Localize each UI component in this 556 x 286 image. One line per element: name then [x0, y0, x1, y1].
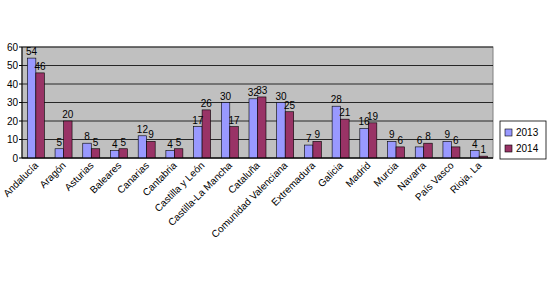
bar — [221, 103, 230, 159]
bar — [83, 143, 92, 158]
data-label: 25 — [284, 100, 296, 111]
bar — [36, 73, 45, 158]
bar — [194, 127, 203, 158]
bar — [341, 119, 350, 158]
data-label: 46 — [35, 61, 47, 72]
grid-line — [22, 158, 493, 159]
legend-swatch — [505, 129, 512, 136]
legend-swatch — [505, 145, 512, 152]
bar — [443, 141, 452, 158]
y-tick-label: 20 — [7, 116, 19, 127]
bar — [27, 58, 36, 158]
bar — [424, 143, 433, 158]
data-label: 17 — [228, 115, 240, 126]
data-label: 54 — [26, 46, 38, 57]
legend-box — [500, 121, 546, 159]
bar — [471, 151, 480, 158]
data-label: 6 — [417, 135, 423, 146]
data-label: 33 — [256, 85, 268, 96]
y-tick-label: 10 — [7, 134, 19, 145]
x-tick-label: Andalucía — [1, 159, 41, 199]
data-label: 12 — [137, 124, 149, 135]
y-tick-label: 40 — [7, 79, 19, 90]
data-label: 1 — [481, 144, 487, 155]
data-label: 9 — [148, 129, 154, 140]
data-label: 5 — [120, 137, 126, 148]
bar — [119, 149, 128, 158]
y-tick-label: 30 — [7, 97, 19, 108]
bar — [147, 141, 156, 158]
bar — [388, 141, 397, 158]
chart-svg: 0102030405060545841241730323072816969446… — [0, 0, 556, 286]
data-label: 9 — [444, 129, 450, 140]
bar — [304, 145, 313, 158]
bar — [249, 99, 258, 158]
bar — [277, 103, 286, 159]
bar — [91, 149, 100, 158]
bar — [396, 147, 405, 158]
data-label: 5 — [57, 137, 63, 148]
x-axis — [22, 158, 493, 159]
x-tick-label: Rioja, La — [448, 159, 484, 195]
bar — [166, 151, 175, 158]
plot-area — [22, 47, 493, 158]
bar — [285, 112, 294, 158]
data-label: 4 — [112, 139, 118, 150]
bar — [55, 149, 64, 158]
y-tick-label: 0 — [12, 153, 18, 164]
y-tick-label: 60 — [7, 42, 19, 53]
data-label: 19 — [367, 111, 379, 122]
bars — [27, 58, 487, 158]
data-label: 4 — [472, 139, 478, 150]
data-label: 26 — [201, 98, 213, 109]
y-axis — [22, 47, 23, 158]
data-label: 8 — [425, 131, 431, 142]
bar — [415, 147, 424, 158]
grid-line — [22, 65, 493, 66]
data-label: 5 — [176, 137, 182, 148]
bar — [110, 151, 119, 158]
legend-label: 2013 — [516, 127, 539, 138]
data-label: 28 — [331, 94, 343, 105]
x-tick-label: Extremadura — [269, 159, 318, 208]
data-label: 7 — [306, 133, 312, 144]
x-tick-label: Madrid — [343, 160, 372, 189]
x-tick-label: País Vasco — [413, 159, 456, 202]
bar — [230, 127, 239, 158]
chart-container: 0102030405060545841241730323072816969446… — [0, 0, 556, 286]
data-label: 6 — [453, 135, 459, 146]
data-label: 20 — [62, 109, 74, 120]
bar — [258, 97, 267, 158]
data-label: 30 — [220, 91, 232, 102]
grid-line — [22, 47, 493, 48]
y-tick-label: 50 — [7, 60, 19, 71]
data-label: 8 — [84, 131, 90, 142]
bar — [138, 136, 147, 158]
bar — [451, 147, 460, 158]
bar — [174, 149, 183, 158]
legend-label: 2014 — [516, 143, 539, 154]
bar — [360, 128, 369, 158]
data-label: 9 — [389, 129, 395, 140]
bar — [368, 123, 377, 158]
x-tick-label: Galicia — [316, 159, 346, 189]
bar — [64, 121, 73, 158]
data-label: 6 — [397, 135, 403, 146]
data-labels: 5458412417303230728169694462055952617332… — [26, 46, 487, 155]
data-label: 4 — [167, 139, 173, 150]
data-label: 17 — [192, 115, 204, 126]
data-label: 9 — [314, 129, 320, 140]
data-label: 21 — [339, 107, 351, 118]
data-label: 5 — [93, 137, 99, 148]
bar — [313, 141, 322, 158]
